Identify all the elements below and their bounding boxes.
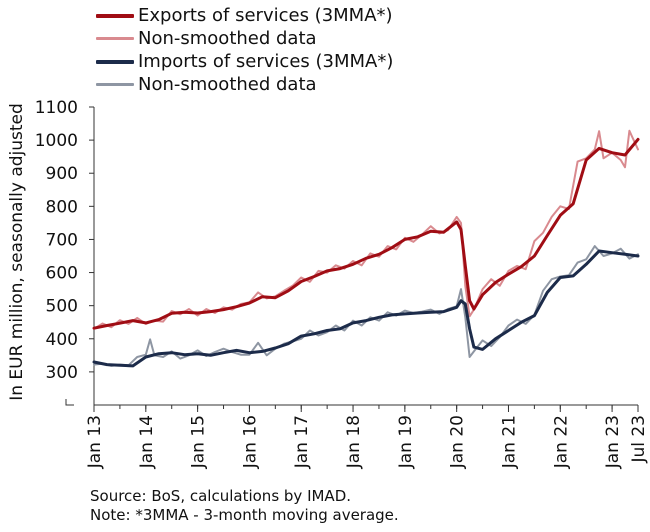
- x-axis: Jan 13 Jan 14 Jan 15 Jan 16 Jan 17 Jan 18 Jan …: [85, 404, 649, 469]
- x-tick-label: Jan 15: [189, 415, 209, 469]
- legend-item-exports-raw: Non-smoothed data: [96, 27, 393, 50]
- series-line-1: [93, 129, 639, 330]
- x-tick-label: Jan 20: [448, 415, 468, 469]
- series-line-2: [92, 249, 640, 368]
- y-tick-label: 800: [46, 197, 78, 217]
- legend-swatch-exports-raw: [96, 37, 134, 40]
- y-tick-label: 500: [46, 297, 78, 317]
- axis-break-marker: [65, 399, 74, 406]
- x-tick-label: Jan 21: [499, 415, 519, 469]
- legend-swatch-imports: [96, 59, 134, 64]
- y-tick-label: 1100: [35, 98, 78, 118]
- x-tick-label: Jul 23: [629, 415, 649, 464]
- x-tick-label: Jan 18: [344, 415, 364, 469]
- x-tick-label: Jan 14: [137, 415, 157, 469]
- legend-label-exports-raw: Non-smoothed data: [138, 28, 317, 49]
- legend-item-imports: Imports of services (3MMA*): [96, 50, 393, 73]
- legend-item-imports-raw: Non-smoothed data: [96, 73, 393, 96]
- y-tick-label: 700: [46, 230, 78, 250]
- x-tick-label: Jan 16: [240, 415, 260, 469]
- legend-label-exports: Exports of services (3MMA*): [138, 5, 393, 26]
- x-tick-label: Jan 22: [551, 415, 571, 469]
- series-line-0: [92, 137, 640, 330]
- legend-swatch-exports: [96, 13, 134, 18]
- legend-label-imports-raw: Non-smoothed data: [138, 74, 317, 95]
- y-tick-label: 1000: [35, 131, 78, 151]
- y-axis: 300 400 500 600 700 800 900 1000 1100: [35, 98, 95, 406]
- y-tick-label: 400: [46, 330, 78, 350]
- source-note: Source: BoS, calculations by IMAD.: [90, 487, 352, 505]
- y-tick-label: 600: [46, 264, 78, 284]
- series-layer: [92, 129, 640, 368]
- x-tick-label: Jan 19: [396, 415, 416, 469]
- x-tick-label: Jan 17: [292, 415, 312, 469]
- y-axis-label: In EUR million, seasonally adjusted: [7, 103, 27, 401]
- chart-notes: Source: BoS, calculations by IMAD. Note:…: [90, 487, 399, 525]
- legend: Exports of services (3MMA*) Non-smoothed…: [96, 4, 393, 96]
- legend-swatch-imports-raw: [96, 83, 134, 86]
- x-tick-label: Jan 23: [603, 415, 623, 469]
- x-tick-label: Jan 13: [85, 415, 105, 469]
- legend-label-imports: Imports of services (3MMA*): [138, 51, 394, 72]
- series-line-3: [93, 245, 639, 367]
- footnote: Note: *3MMA - 3-month moving average.: [90, 506, 399, 524]
- legend-item-exports: Exports of services (3MMA*): [96, 4, 393, 27]
- y-tick-label: 300: [46, 363, 78, 383]
- y-tick-label: 900: [46, 164, 78, 184]
